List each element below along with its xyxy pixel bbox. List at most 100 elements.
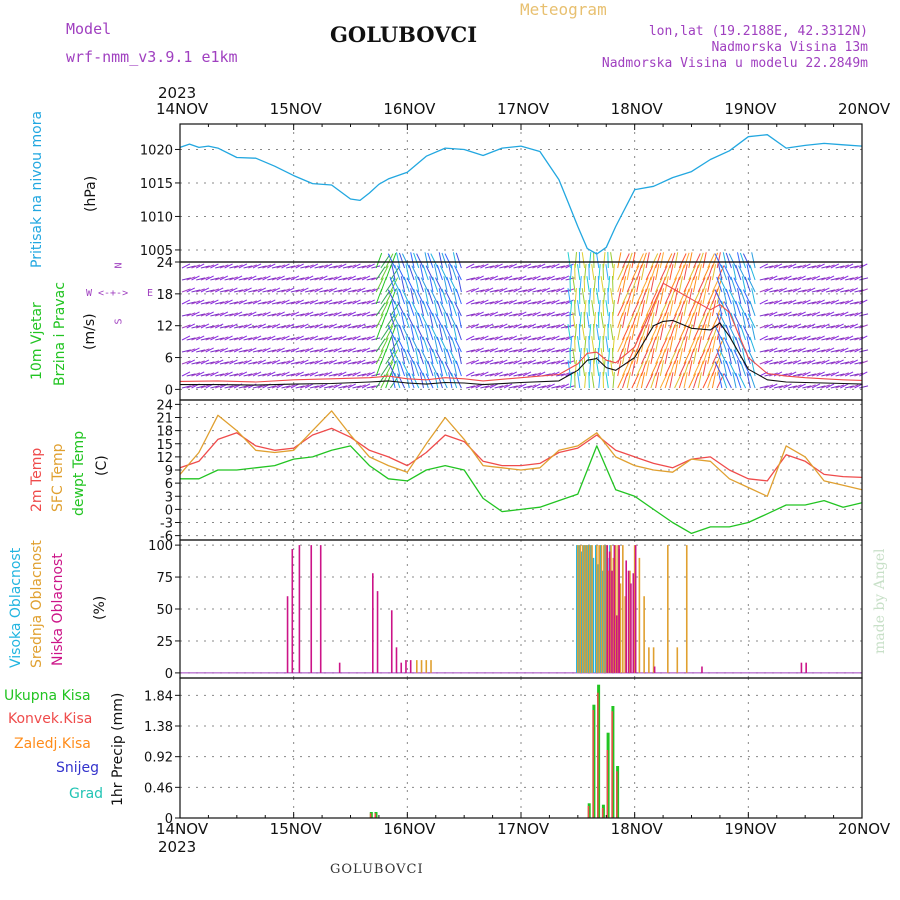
wind-arrow [541, 337, 551, 341]
wind-arrow [797, 264, 807, 269]
wind-arrow [759, 324, 769, 329]
wind-arrow [747, 313, 756, 329]
wind-arrow [276, 361, 286, 365]
wind-arrow [271, 337, 281, 341]
wind-arrow [536, 263, 546, 269]
wind-arrow [342, 337, 352, 341]
wind-arrow [854, 311, 863, 317]
wind-arrow [262, 264, 272, 269]
wind-arrow [389, 252, 397, 269]
wind-arrow [626, 288, 633, 305]
wind-arrow [455, 324, 462, 341]
wind-arrow [764, 265, 774, 269]
wind-arrow [295, 263, 304, 269]
wind-arrow [825, 383, 835, 389]
wind-arrow [314, 323, 323, 329]
wind-arrow [444, 361, 453, 377]
wind-arrow [569, 264, 573, 281]
wind-arrow [655, 360, 662, 377]
wind-arrow [295, 385, 305, 389]
wind-arrow [591, 300, 595, 317]
wind-arrow [452, 324, 458, 341]
wind-arrow [494, 360, 504, 365]
wind-arrow [536, 371, 546, 377]
wind-arrow [821, 265, 831, 269]
wind-arrow [716, 276, 723, 293]
wind-arrow [271, 384, 281, 389]
wind-arrow [210, 349, 220, 353]
wind-arrow [674, 337, 682, 353]
wind-arrow [759, 360, 769, 365]
grid-layer [180, 124, 862, 819]
wind-arrow [371, 301, 381, 305]
wind-arrow [711, 336, 717, 353]
wind-arrow [626, 360, 633, 377]
wind-arrow [271, 373, 281, 377]
wind-arrow [612, 275, 614, 293]
wind-arrow [257, 323, 267, 329]
wind-arrow [759, 288, 769, 293]
wind-arrow [584, 300, 587, 317]
wind-arrow [417, 312, 424, 329]
wind-arrow [319, 264, 328, 269]
wind-arrow [683, 349, 692, 365]
wind-arrow [859, 360, 868, 365]
wind-arrow [385, 314, 396, 329]
wind-arrow [797, 300, 807, 305]
wind-arrow [788, 324, 797, 329]
wind-arrow [697, 349, 706, 365]
wind-arrow [309, 385, 319, 389]
wind-arrow [816, 349, 826, 353]
lonlat-label: lon,lat (19.2188E, 42.3312N) [648, 24, 868, 39]
wind-arrow [205, 347, 214, 353]
wind-arrow [233, 311, 243, 317]
wind-arrow [797, 311, 806, 317]
wind-arrow [394, 336, 401, 353]
wind-arrow [271, 287, 281, 293]
wind-arrow [830, 299, 840, 305]
wind-arrow [499, 373, 509, 377]
wind-arrow [797, 336, 807, 341]
wind-arrow [527, 287, 537, 293]
wind-arrow [821, 287, 830, 293]
wind-arrow [285, 359, 295, 365]
wind-arrow [357, 301, 367, 305]
wind-arrow [688, 360, 693, 377]
bottom-date-label: 17NOV [497, 820, 550, 838]
wind-arrow [859, 385, 869, 389]
wind-arrow [323, 385, 333, 389]
wind-arrow [406, 349, 415, 365]
compass-arrows: <-+-> [98, 288, 129, 299]
wind-arrow [441, 252, 448, 269]
wind-arrow [342, 348, 352, 353]
wind-arrow [499, 348, 508, 353]
wind-arrow [405, 336, 410, 353]
wind-arrow [769, 325, 779, 329]
wind-arrow [811, 383, 821, 389]
wind-arrow [764, 348, 774, 353]
wind-arrow [314, 301, 324, 305]
wind-arrow [480, 299, 489, 305]
wind-arrow [290, 361, 300, 365]
wind-arrow [859, 324, 868, 329]
wind-arrow [546, 289, 556, 293]
wind-arrow [422, 372, 429, 389]
wind-arrow [849, 337, 859, 341]
wind-arrow [569, 372, 573, 389]
wind-arrow [186, 301, 196, 305]
wind-arrow [262, 275, 271, 281]
wind-arrow [574, 263, 576, 281]
wind-arrow [484, 287, 494, 293]
wind-arrow [711, 360, 718, 377]
wind-arrow [678, 336, 685, 353]
wind-arrow [518, 275, 527, 281]
wind-arrow [844, 335, 854, 341]
wind-arrow [400, 312, 406, 329]
wind-arrow [622, 276, 627, 293]
wind-arrow [205, 300, 215, 305]
wind-arrow [697, 360, 704, 377]
top-date-label: 19NOV [724, 100, 777, 118]
wind-arrow [792, 359, 802, 365]
wind-arrow [361, 300, 371, 305]
wind-arrow [323, 324, 333, 329]
